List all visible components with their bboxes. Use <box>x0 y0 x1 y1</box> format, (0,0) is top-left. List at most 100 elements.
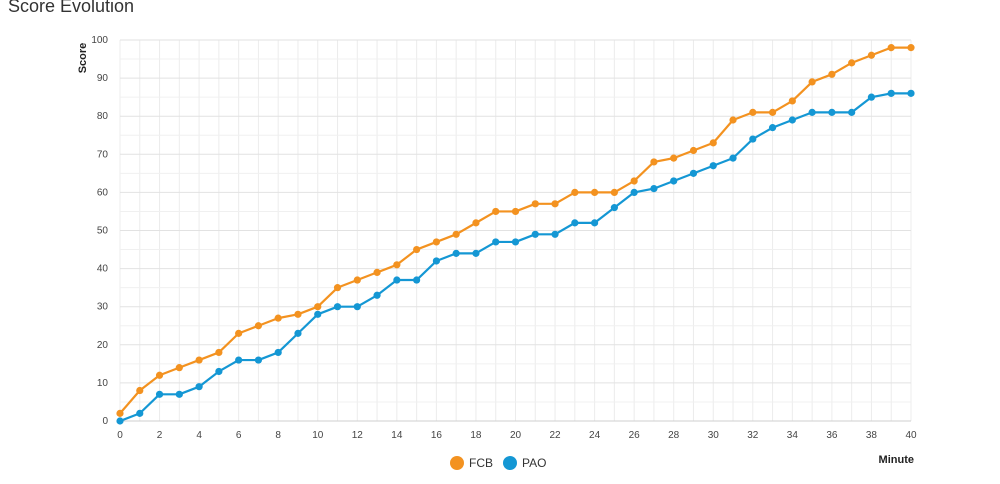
x-tick-label: 18 <box>470 430 482 441</box>
data-point-pao <box>591 219 599 227</box>
data-point-pao <box>472 249 480 257</box>
data-point-pao <box>551 230 559 238</box>
y-tick-label: 50 <box>97 226 109 237</box>
x-tick-label: 8 <box>275 430 281 441</box>
legend-label-pao: PAO <box>522 456 547 470</box>
data-point-fcb <box>294 310 302 318</box>
y-tick-label: 10 <box>97 378 109 389</box>
data-point-pao <box>848 108 856 116</box>
fcb-swatch-icon <box>450 456 464 470</box>
data-point-fcb <box>432 238 440 246</box>
x-tick-label: 16 <box>431 430 443 441</box>
data-point-fcb <box>492 207 500 216</box>
y-tick-label: 0 <box>102 416 108 427</box>
data-point-pao <box>729 154 737 162</box>
data-point-pao <box>155 390 164 398</box>
y-tick-label: 20 <box>97 340 109 351</box>
data-point-pao <box>314 310 322 318</box>
data-point-fcb <box>768 108 777 116</box>
data-point-pao <box>650 184 658 193</box>
x-tick-label: 0 <box>117 430 123 441</box>
x-tick-label: 14 <box>391 430 403 441</box>
grid-lines <box>119 39 912 422</box>
data-point-fcb <box>867 51 876 59</box>
data-point-pao <box>116 417 124 425</box>
x-tick-label: 36 <box>826 430 838 441</box>
data-point-pao <box>235 356 243 364</box>
data-point-fcb <box>689 146 698 155</box>
data-point-pao <box>867 93 876 101</box>
x-tick-label: 20 <box>510 430 522 441</box>
data-point-fcb <box>848 59 856 67</box>
data-point-fcb <box>788 97 796 105</box>
data-point-fcb <box>333 284 342 292</box>
x-tick-label: 34 <box>787 430 799 441</box>
data-point-fcb <box>907 44 915 52</box>
data-point-pao <box>136 409 144 417</box>
data-point-fcb <box>195 356 203 364</box>
legend-label-fcb: FCB <box>469 456 493 470</box>
legend-item-fcb[interactable]: FCB <box>450 456 493 470</box>
data-point-fcb <box>393 261 401 269</box>
y-tick-label: 60 <box>97 187 109 198</box>
data-point-fcb <box>709 139 717 147</box>
y-tick-label: 30 <box>97 302 109 313</box>
x-tick-label: 30 <box>708 430 720 441</box>
data-point-fcb <box>235 329 243 337</box>
x-tick-label: 28 <box>668 430 680 441</box>
data-point-fcb <box>373 268 381 277</box>
data-point-pao <box>353 303 361 311</box>
y-tick-label: 40 <box>97 264 109 275</box>
series-lines <box>116 44 915 425</box>
y-tick-label: 80 <box>97 111 109 122</box>
y-tick-label: 100 <box>91 35 108 46</box>
x-axis-label: Minute <box>879 454 914 466</box>
data-point-fcb <box>136 386 144 395</box>
data-point-pao <box>907 89 915 97</box>
data-point-pao <box>571 219 579 227</box>
chart-title: Score Evolution <box>8 0 135 16</box>
x-tick-label: 4 <box>196 430 202 441</box>
data-point-fcb <box>175 364 183 372</box>
data-point-pao <box>709 162 717 170</box>
data-point-fcb <box>353 276 361 284</box>
x-tick-label: 32 <box>747 430 759 441</box>
data-point-pao <box>432 257 440 265</box>
x-tick-label: 12 <box>352 430 364 441</box>
data-point-pao <box>749 135 757 143</box>
data-point-fcb <box>274 314 282 322</box>
data-point-pao <box>413 276 421 284</box>
data-point-fcb <box>670 154 678 162</box>
data-point-fcb <box>650 158 658 166</box>
data-point-fcb <box>511 207 520 216</box>
x-tick-label: 10 <box>312 430 324 441</box>
data-point-pao <box>887 89 895 97</box>
data-point-pao <box>610 204 618 212</box>
data-point-fcb <box>314 303 322 311</box>
data-point-pao <box>294 329 302 337</box>
data-point-pao <box>452 249 460 257</box>
data-point-fcb <box>591 188 599 196</box>
data-point-pao <box>531 230 539 238</box>
data-point-pao <box>274 348 282 357</box>
data-point-pao <box>630 188 638 196</box>
data-point-pao <box>768 124 777 132</box>
data-point-fcb <box>551 200 559 208</box>
data-point-fcb <box>729 116 737 124</box>
x-tick-label: 38 <box>866 430 878 441</box>
data-point-pao <box>492 238 500 246</box>
x-tick-label: 26 <box>629 430 641 441</box>
data-point-fcb <box>828 70 836 78</box>
legend: FCB PAO <box>450 456 556 470</box>
x-tick-label: 24 <box>589 430 601 441</box>
data-point-pao <box>828 108 836 116</box>
data-point-pao <box>175 390 183 398</box>
data-point-pao <box>511 238 520 246</box>
data-point-pao <box>333 303 342 311</box>
legend-item-pao[interactable]: PAO <box>503 456 546 470</box>
data-point-fcb <box>215 348 223 357</box>
data-point-fcb <box>571 188 579 196</box>
data-point-pao <box>788 116 796 124</box>
data-point-pao <box>215 367 223 376</box>
